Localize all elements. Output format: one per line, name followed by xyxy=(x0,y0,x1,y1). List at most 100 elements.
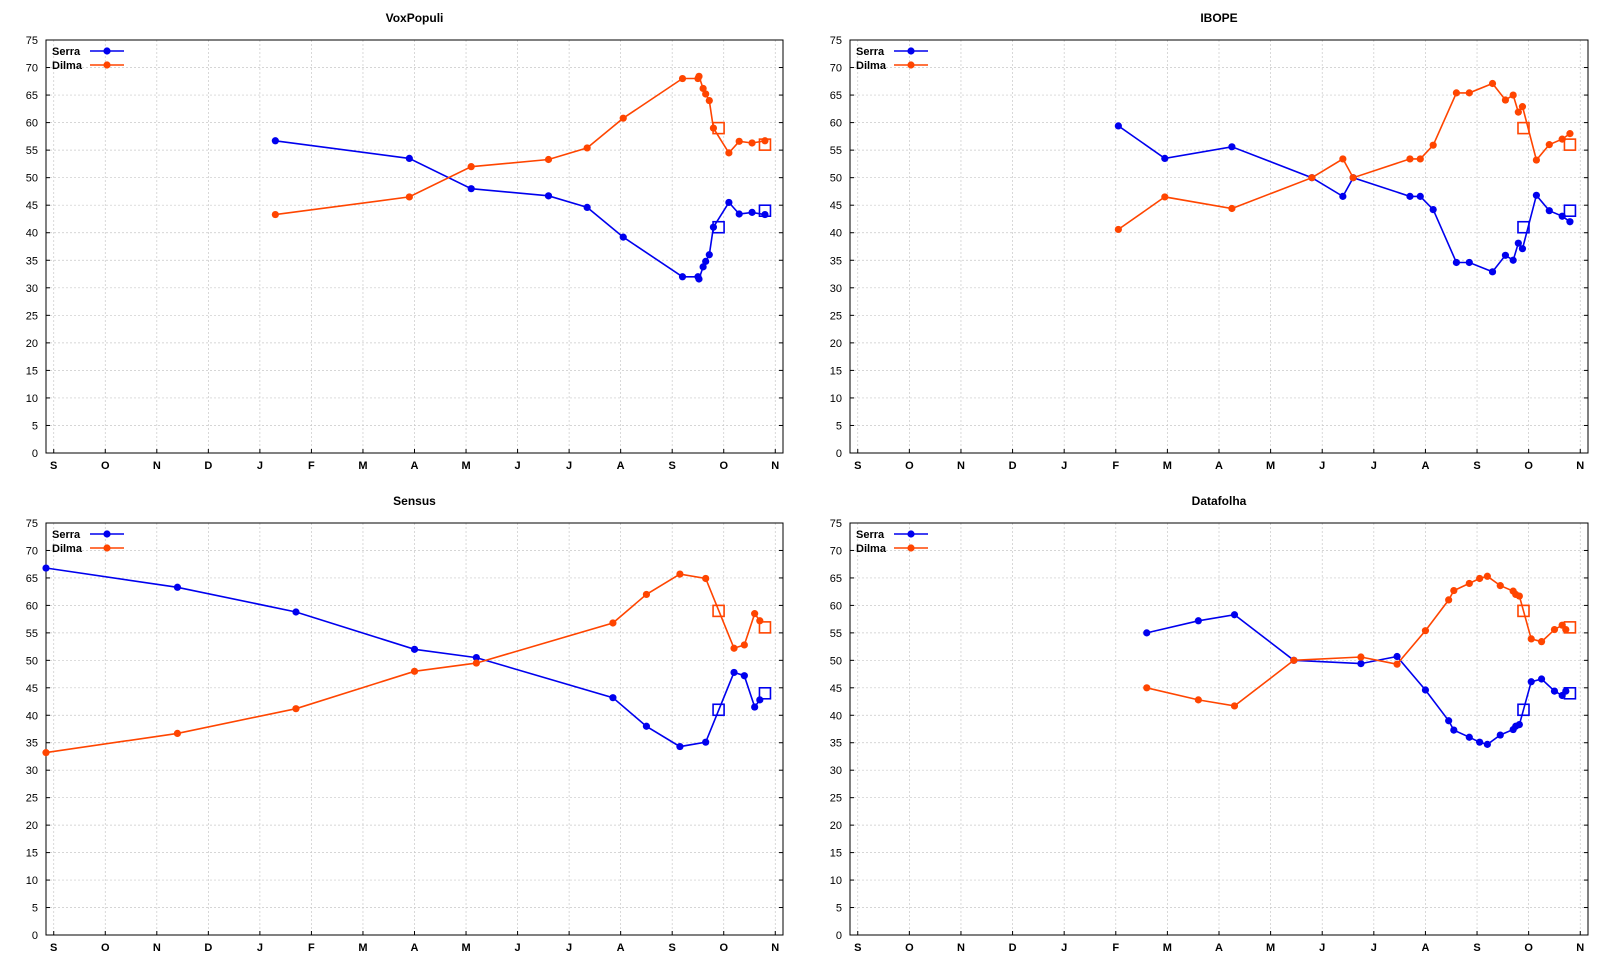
y-tick-label: 75 xyxy=(830,35,842,47)
y-tick-label: 40 xyxy=(26,710,38,722)
y-tick-label: 5 xyxy=(836,420,842,432)
x-tick-label: D xyxy=(1009,942,1017,954)
x-tick-label: F xyxy=(1112,942,1119,954)
x-tick-label: N xyxy=(153,460,161,472)
data-point-serra xyxy=(695,275,703,283)
x-tick-label: F xyxy=(1112,460,1119,472)
x-tick-label: J xyxy=(257,460,263,472)
x-tick-label: S xyxy=(50,460,57,472)
data-point-dilma xyxy=(678,74,687,83)
legend-label-serra: Serra xyxy=(52,46,81,58)
y-tick-label: 70 xyxy=(26,63,38,75)
data-point-serra xyxy=(1393,652,1401,661)
series-line-serra xyxy=(45,567,761,748)
chart-title: Sensus xyxy=(393,494,436,508)
data-point-serra xyxy=(751,703,759,711)
x-tick-label: A xyxy=(617,460,625,472)
data-point-dilma xyxy=(730,644,738,652)
y-tick-label: 25 xyxy=(26,310,38,322)
y-tick-label: 0 xyxy=(836,448,842,460)
x-tick-label: D xyxy=(204,460,212,472)
y-tick-label: 40 xyxy=(830,228,842,240)
y-tick-label: 0 xyxy=(32,930,38,942)
data-point-dilma xyxy=(740,641,748,649)
data-point-dilma xyxy=(1515,592,1523,600)
x-tick-label: A xyxy=(1421,942,1429,954)
data-point-serra xyxy=(699,263,707,271)
data-point-serra xyxy=(1230,611,1239,619)
x-tick-label: O xyxy=(905,942,914,954)
y-tick-label: 60 xyxy=(830,118,842,130)
data-point-serra xyxy=(1518,245,1527,253)
result-marker xyxy=(758,204,772,218)
y-tick-label: 50 xyxy=(830,655,842,667)
y-tick-label: 45 xyxy=(830,683,842,695)
x-tick-label: J xyxy=(1061,942,1067,954)
data-point-dilma xyxy=(1230,702,1239,710)
result-marker xyxy=(1563,204,1577,218)
data-point-serra xyxy=(735,210,743,218)
data-point-dilma xyxy=(1357,653,1365,661)
panel-datafolha: Datafolha 0 5 10 15 20 25 30 35 40 45 50 55 60 65 70 75 S… xyxy=(830,494,1589,954)
y-tick-label: 65 xyxy=(26,90,38,102)
y-tick-label: 35 xyxy=(26,255,38,267)
x-tick-label: S xyxy=(1473,942,1480,954)
data-point-dilma xyxy=(1550,625,1559,634)
legend: Serra Dilma xyxy=(856,529,928,555)
data-point-serra xyxy=(1143,629,1151,637)
y-tick-label: 5 xyxy=(836,903,842,915)
y-tick-label: 65 xyxy=(26,573,38,585)
x-tick-label: O xyxy=(905,460,914,472)
data-point-dilma xyxy=(1532,156,1540,164)
y-tick-label: 60 xyxy=(830,600,842,612)
y-tick-label: 20 xyxy=(830,338,842,350)
data-point-dilma xyxy=(1161,193,1169,201)
data-point-serra xyxy=(292,608,300,616)
y-tick-label: 0 xyxy=(836,930,842,942)
data-point-serra xyxy=(1483,740,1491,748)
y-tick-label: 0 xyxy=(32,448,38,460)
result-marker xyxy=(1517,220,1530,234)
y-tick-label: 10 xyxy=(830,875,842,887)
y-tick-label: 15 xyxy=(830,365,842,377)
data-point-dilma xyxy=(173,729,182,737)
y-tick-label: 75 xyxy=(830,518,842,530)
data-point-serra xyxy=(1339,192,1347,200)
series-line-serra xyxy=(1146,613,1567,746)
data-point-dilma xyxy=(467,163,475,171)
data-point-dilma xyxy=(1465,89,1473,97)
panel-voxpopuli: VoxPopuli 0 5 10 15 20 25 30 35 40 45 50 55 60 65 70 75 S… xyxy=(26,11,784,472)
data-point-dilma xyxy=(1143,684,1151,692)
data-point-serra xyxy=(730,668,738,677)
y-tick-label: 30 xyxy=(830,283,842,295)
data-point-dilma xyxy=(472,659,480,667)
data-point-dilma xyxy=(1450,586,1458,595)
x-tick-label: F xyxy=(308,460,315,472)
data-point-serra xyxy=(405,154,413,162)
data-point-serra xyxy=(642,722,651,730)
data-point-dilma xyxy=(735,137,743,145)
data-point-serra xyxy=(619,233,627,241)
data-point-dilma xyxy=(695,72,703,80)
result-marker xyxy=(1517,121,1530,135)
y-tick-label: 5 xyxy=(32,420,38,432)
y-tick-label: 30 xyxy=(26,765,38,777)
legend-marker-serra xyxy=(103,47,111,55)
y-tick-label: 65 xyxy=(830,90,842,102)
x-tick-label: J xyxy=(1371,460,1377,472)
data-point-serra xyxy=(42,564,50,572)
data-point-serra xyxy=(1114,122,1122,130)
x-tick-label: O xyxy=(101,460,110,472)
result-marker xyxy=(758,621,772,634)
result-marker xyxy=(712,703,725,717)
data-point-serra xyxy=(676,742,684,751)
x-tick-label: A xyxy=(1215,460,1223,472)
panel-sensus: Sensus 0 5 10 15 20 25 30 35 40 45 50 55 60 65 70 75 S O N D… xyxy=(26,494,784,954)
data-point-dilma xyxy=(1514,108,1522,116)
x-tick-label: M xyxy=(358,942,367,954)
data-point-serra xyxy=(467,185,475,193)
y-tick-label: 25 xyxy=(830,310,842,322)
y-tick-label: 55 xyxy=(26,628,38,640)
x-tick-label: J xyxy=(1061,460,1067,472)
